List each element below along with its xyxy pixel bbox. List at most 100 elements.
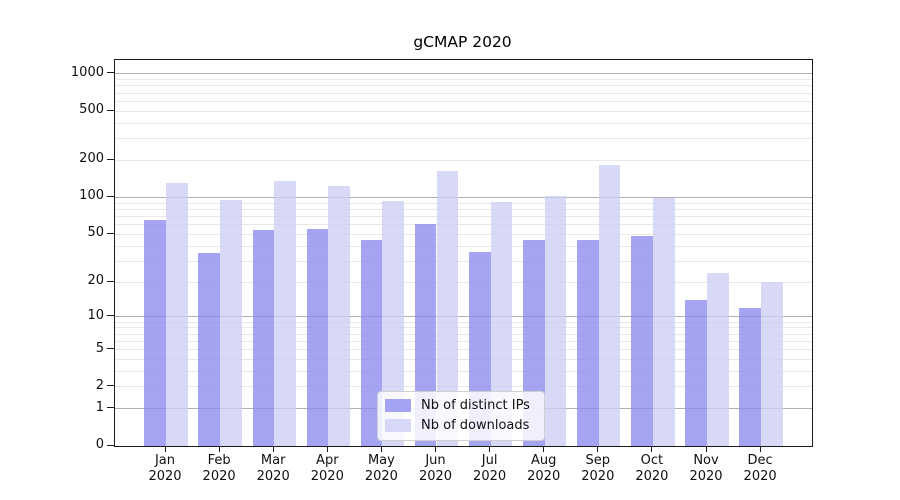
bar-nb-of-distinct-ips-nov-2020 [685,300,707,446]
x-tick-label: Apr 2020 [310,453,344,484]
bar-nb-of-downloads-nov-2020 [707,272,729,446]
y-tick-mark [107,280,114,282]
x-tick-mark [272,446,274,452]
minor-gridline [115,122,812,124]
x-tick-mark [489,446,491,452]
bar-nb-of-downloads-aug-2020 [544,196,567,446]
bar-nb-of-distinct-ips-jan-2020 [144,219,166,446]
x-tick-mark [218,446,220,452]
bar-nb-of-distinct-ips-mar-2020 [252,230,275,446]
y-tick-label: 500 [79,102,104,118]
minor-gridline [115,245,812,247]
minor-gridline [115,260,812,262]
y-tick-mark [107,158,114,160]
y-tick-mark [107,407,114,409]
bar-nb-of-downloads-oct-2020 [652,198,675,446]
minor-gridline [115,79,812,81]
x-tick-label: Oct 2020 [635,453,669,484]
legend-row-downloads: Nb of downloads [385,418,535,433]
x-tick-label: Feb 2020 [202,453,236,484]
bar-nb-of-distinct-ips-sep-2020 [577,239,599,446]
y-tick-label: 0 [95,437,104,452]
minor-gridline [115,333,812,335]
y-tick-mark [107,444,114,446]
x-tick-label: May 2020 [364,453,398,484]
x-tick-mark [543,446,545,452]
bar-nb-of-downloads-dec-2020 [761,282,783,446]
legend-swatch-downloads [385,419,411,432]
minor-gridline [115,358,812,360]
y-tick-mark [107,195,114,197]
minor-gridline [115,92,812,94]
legend-label-distinct-ips: Nb of distinct IPs [421,398,530,413]
y-tick-label: 2 [95,377,104,393]
y-tick-mark [107,109,114,111]
x-tick-mark [164,446,166,452]
x-tick-label: Dec 2020 [743,453,777,484]
x-tick-label: Jan 2020 [148,453,182,484]
x-tick-mark [597,446,599,452]
x-tick-mark [651,446,653,452]
minor-gridline [115,321,812,323]
minor-gridline [115,340,812,342]
bar-nb-of-downloads-jul-2020 [490,201,513,446]
bar-nb-of-downloads-feb-2020 [220,199,242,446]
minor-gridline [115,281,812,283]
bar-nb-of-distinct-ips-jun-2020 [414,223,437,446]
minor-gridline [115,386,812,388]
major-gridline [115,196,812,198]
y-tick-mark [107,348,114,349]
x-tick-mark [435,446,436,452]
x-tick-label: Sep 2020 [581,453,615,484]
bar-nb-of-distinct-ips-may-2020 [360,239,383,446]
bar-nb-of-downloads-sep-2020 [598,165,621,446]
y-tick-label: 10 [87,307,104,323]
x-tick-label: Jul 2020 [473,453,507,484]
x-tick-label: Mar 2020 [256,453,290,484]
y-tick-label: 5 [95,340,104,356]
major-gridline [115,316,812,318]
x-tick-mark [759,446,761,452]
minor-gridline [115,85,812,87]
y-tick-mark [107,72,114,74]
y-tick-label: 50 [87,225,104,241]
major-gridline [115,73,812,75]
legend-label-downloads: Nb of downloads [421,418,530,433]
chart-title: gCMAP 2020 [413,33,512,51]
x-tick-label: Jun 2020 [418,453,453,484]
minor-gridline [115,110,812,112]
bar-nb-of-distinct-ips-oct-2020 [631,236,653,446]
x-tick-label: Aug 2020 [527,453,561,484]
x-tick-mark [705,446,707,452]
legend-row-distinct-ips: Nb of distinct IPs [385,398,535,413]
bar-nb-of-distinct-ips-dec-2020 [739,307,762,446]
y-tick-label: 20 [87,273,104,289]
minor-gridline [115,349,812,350]
minor-gridline [115,215,812,217]
y-tick-mark [107,232,114,234]
bar-nb-of-downloads-mar-2020 [274,180,296,446]
bar-nb-of-downloads-jun-2020 [436,171,459,446]
minor-gridline [115,370,812,372]
minor-gridline [115,224,812,226]
minor-gridline [115,159,812,161]
minor-gridline [115,100,812,102]
bar-nb-of-downloads-jan-2020 [166,182,188,446]
y-tick-label: 200 [79,151,104,167]
bar-nb-of-downloads-may-2020 [382,200,405,446]
x-tick-label: Nov 2020 [689,453,723,484]
y-tick-mark [107,315,114,317]
minor-gridline [115,233,812,235]
legend: Nb of distinct IPs Nb of downloads [377,391,545,441]
y-tick-label: 1000 [70,64,104,80]
y-tick-mark [107,385,114,387]
plot-area [114,59,813,447]
x-tick-mark [326,446,328,452]
minor-gridline [115,138,812,140]
minor-gridline [115,208,812,210]
minor-gridline [115,327,812,329]
bar-nb-of-distinct-ips-feb-2020 [198,253,221,446]
y-tick-label: 1 [95,399,104,415]
y-tick-label: 100 [79,188,104,204]
